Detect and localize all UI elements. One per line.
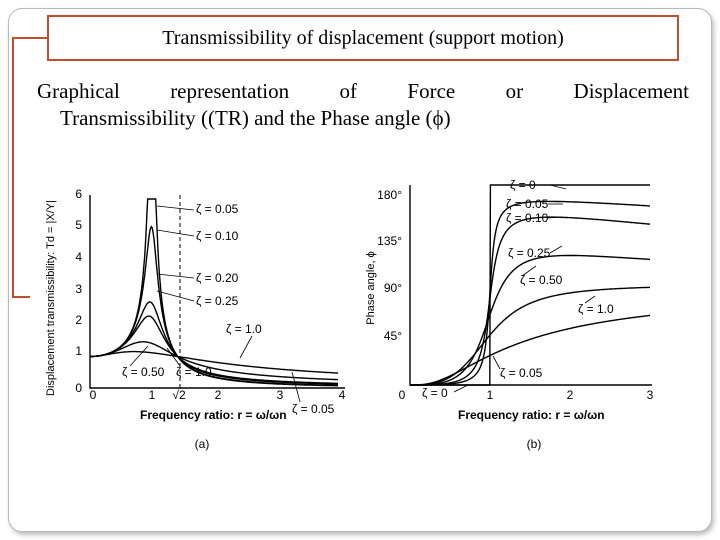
body-word: representation — [170, 79, 290, 103]
panel-a-annotation: ζ = 0.50 — [122, 365, 165, 379]
panel-b-ytick: 45° — [384, 329, 402, 343]
body-word: Displacement — [573, 79, 689, 103]
panel-a-xtick: 4 — [339, 388, 346, 402]
panel-b-ytick: 90° — [384, 281, 402, 295]
panel-a-leader — [291, 371, 301, 403]
panel-a-xtick: 2 — [215, 388, 222, 402]
panel-a-axes — [89, 195, 345, 389]
panel-a-series-line — [90, 315, 338, 384]
panel-b-annotation: ζ = 0.10 — [506, 211, 549, 225]
panel-a-leader — [129, 345, 149, 367]
panel-a-ytick: 3 — [75, 282, 82, 296]
panel-b-leader — [453, 384, 469, 393]
body-line-1: Graphical representation of Force or Dis… — [37, 78, 689, 105]
panel-b-label: (b) — [527, 437, 542, 451]
panel-a-series-line — [90, 198, 338, 387]
panel-a-xtick: √2 — [172, 388, 186, 402]
panel-b-leader — [547, 216, 564, 219]
panel-a-annotation: ζ = 0.10 — [196, 229, 239, 243]
panel-b-annotation: ζ = 0.25 — [508, 246, 551, 260]
panel-b-annotation: ζ = 1.0 — [578, 302, 614, 316]
panel-b-annotation: ζ = 0 — [422, 386, 448, 400]
panel-a-leader — [156, 290, 195, 302]
panel-b-ylabel: Phase angle, ϕ — [365, 251, 377, 324]
panel-b-xtick: 3 — [647, 388, 654, 402]
panel-a-annotation: ζ = 1.0 — [176, 365, 212, 379]
panel-a-ytick: 1 — [75, 344, 82, 358]
panel-a-label: (a) — [195, 437, 210, 451]
panel-a-leader — [156, 205, 195, 211]
body-line-2: Transmissibility ((TR) and the Phase ang… — [60, 106, 451, 130]
panel-b-annotation: ζ = 0.50 — [520, 273, 563, 287]
panel-a: Displacement transmissibility: Td = |X/Y… — [45, 187, 346, 451]
panel-b-leader — [549, 184, 567, 190]
panel-b-ytick: 135° — [377, 234, 402, 248]
panel-a-ytick: 0 — [75, 381, 82, 395]
panel-b-series-line — [410, 184, 650, 386]
panel-a-ylabel: Displacement transmissibility: Td = |X/Y… — [45, 200, 57, 396]
panel-b-xtick: 1 — [487, 388, 494, 402]
body-word: or — [505, 79, 524, 103]
panel-b-series-line — [410, 200, 650, 386]
panel-b-leader — [549, 245, 563, 254]
panel-a-curves — [90, 198, 339, 387]
panel-a-ytick: 4 — [75, 250, 82, 264]
panel-a-annotation: ζ = 0.20 — [196, 271, 239, 285]
panel-b-curves — [410, 184, 651, 386]
panel-b-xtick: 0 — [399, 388, 406, 402]
panel-b-xlabel: Frequency ratio: r = ω/ωn — [458, 408, 605, 422]
panel-b-xtick: 2 — [567, 388, 574, 402]
panel-b-leader — [521, 265, 537, 277]
panel-b-series-line — [410, 314, 650, 386]
panel-a-leader — [156, 273, 195, 279]
panel-a-ytick: 2 — [75, 313, 82, 327]
panel-a-series-line — [90, 225, 338, 386]
connector-top — [12, 37, 48, 39]
panel-b-ytick: 180° — [377, 188, 402, 202]
panel-a-ytick: 6 — [75, 187, 82, 201]
slide-title: Transmissibility of displacement (suppor… — [162, 26, 564, 49]
panel-a-leader — [156, 229, 195, 237]
body-word: of — [339, 79, 358, 103]
panel-a-ytick: 5 — [75, 218, 82, 232]
panel-a-series-line — [90, 341, 338, 381]
panel-a-annotation: ζ = 0.05 — [292, 402, 335, 416]
panel-a-annotation: ζ = 0.05 — [196, 202, 239, 216]
panel-a-annotation: ζ = 1.0 — [226, 322, 262, 336]
panel-a-leader — [166, 347, 181, 367]
panel-a-leader — [239, 335, 253, 359]
panel-a-xtick: 0 — [90, 388, 97, 402]
slide-title-box: Transmissibility of displacement (suppor… — [47, 15, 679, 61]
panel-b-series-line — [410, 286, 650, 386]
body-word: Force — [407, 79, 456, 103]
panel-b-annotation: ζ = 0.05 — [500, 366, 543, 380]
panel-b: Phase angle, ϕ 45° 90° 135° 180° 0 1 2 3… — [365, 178, 654, 451]
body-word: Graphical — [37, 79, 120, 103]
panel-a-xtick: 3 — [277, 388, 284, 402]
panel-a-series-line — [90, 350, 339, 374]
panel-b-annotation: ζ = 0 — [510, 178, 536, 192]
figure-svg: Displacement transmissibility: Td = |X/Y… — [45, 178, 654, 451]
panel-a-series-line — [90, 301, 339, 385]
panel-b-annotation: ζ = 0.05 — [506, 197, 549, 211]
figure-image: Displacement transmissibility: Td = |X/Y… — [30, 160, 663, 457]
panel-a-xlabel: Frequency ratio: r = ω/ωn — [140, 408, 287, 422]
panel-a-xtick: 1 — [149, 388, 156, 402]
connector-bottom — [12, 296, 30, 298]
connector-vertical — [12, 37, 14, 297]
panel-b-leader — [492, 355, 501, 370]
panel-a-annotation: ζ = 0.25 — [196, 294, 239, 308]
panel-b-series-line — [410, 254, 651, 386]
panel-b-series-line — [410, 216, 651, 386]
body-text: Graphical representation of Force or Dis… — [37, 78, 689, 132]
panel-b-leader — [584, 295, 596, 304]
